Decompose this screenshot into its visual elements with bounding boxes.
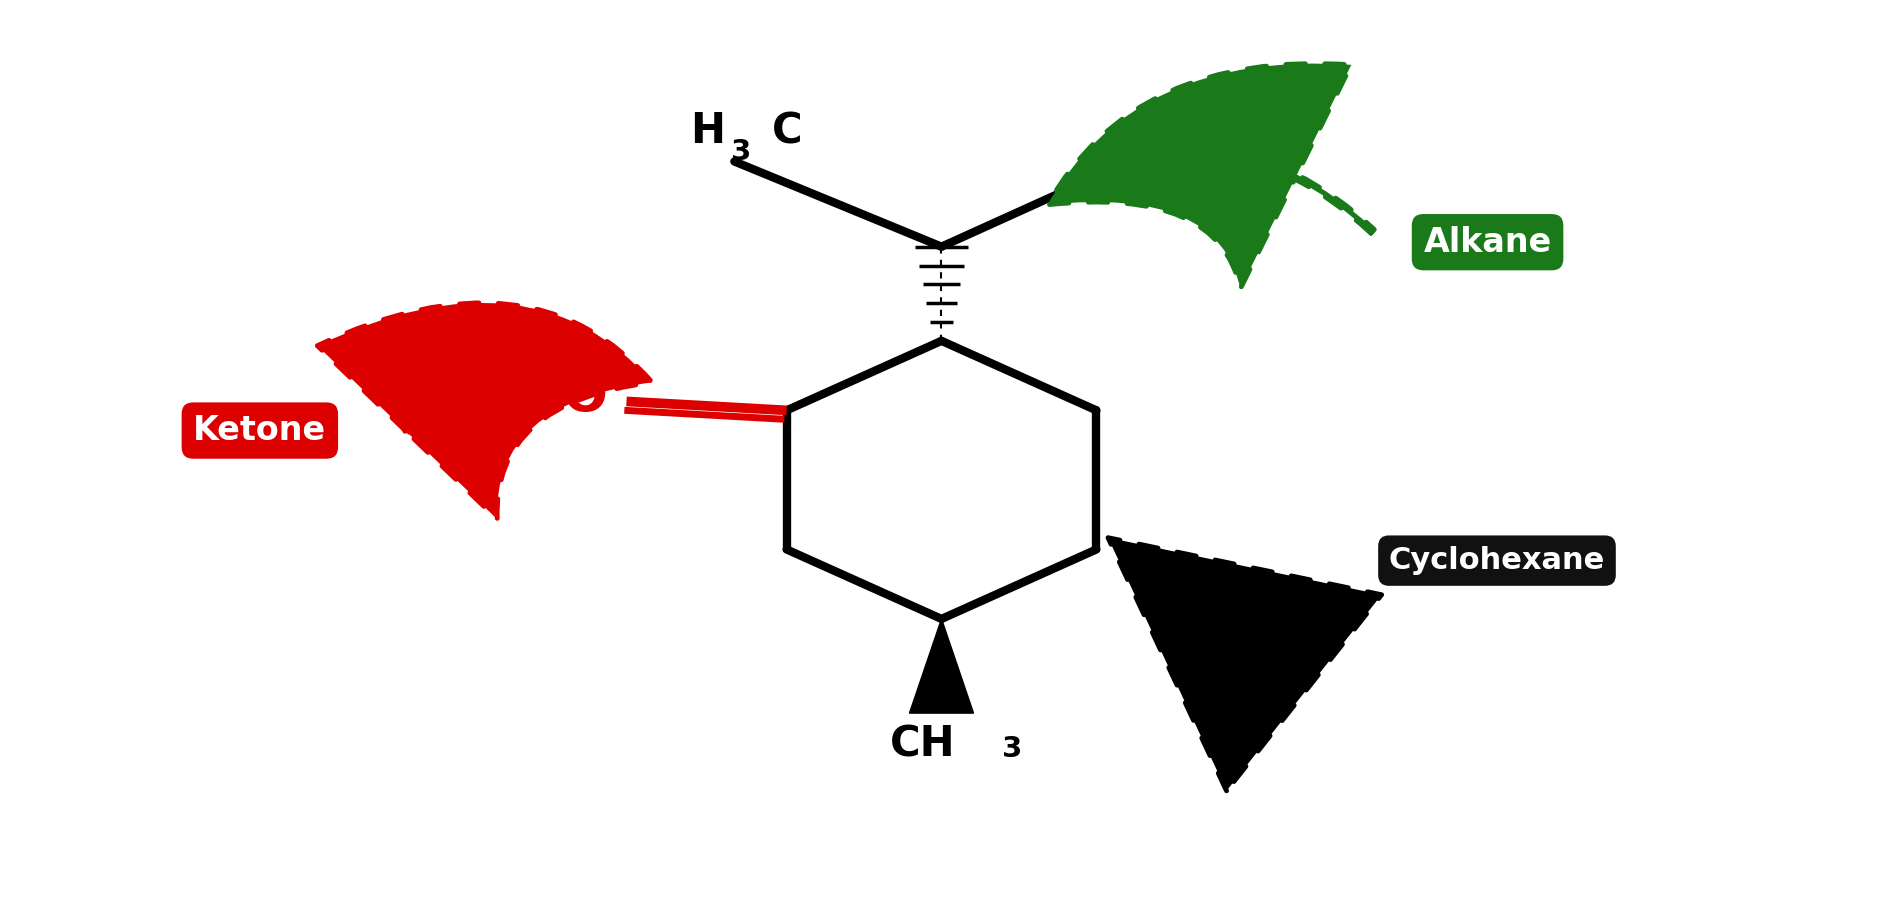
Text: 3: 3	[1220, 138, 1240, 166]
Text: Cyclohexane: Cyclohexane	[1389, 546, 1603, 575]
Text: 3: 3	[730, 138, 751, 166]
FancyArrowPatch shape	[318, 303, 651, 519]
Text: O: O	[563, 371, 608, 422]
Text: C: C	[772, 110, 802, 152]
Text: H: H	[689, 110, 725, 152]
Text: Alkane: Alkane	[1423, 226, 1551, 258]
Text: Ketone: Ketone	[194, 414, 326, 447]
Text: CH: CH	[1135, 110, 1201, 152]
Polygon shape	[909, 619, 973, 713]
FancyArrowPatch shape	[1107, 537, 1381, 791]
Text: CH: CH	[890, 724, 954, 766]
FancyArrowPatch shape	[1046, 64, 1374, 289]
Text: 3: 3	[1001, 735, 1022, 762]
